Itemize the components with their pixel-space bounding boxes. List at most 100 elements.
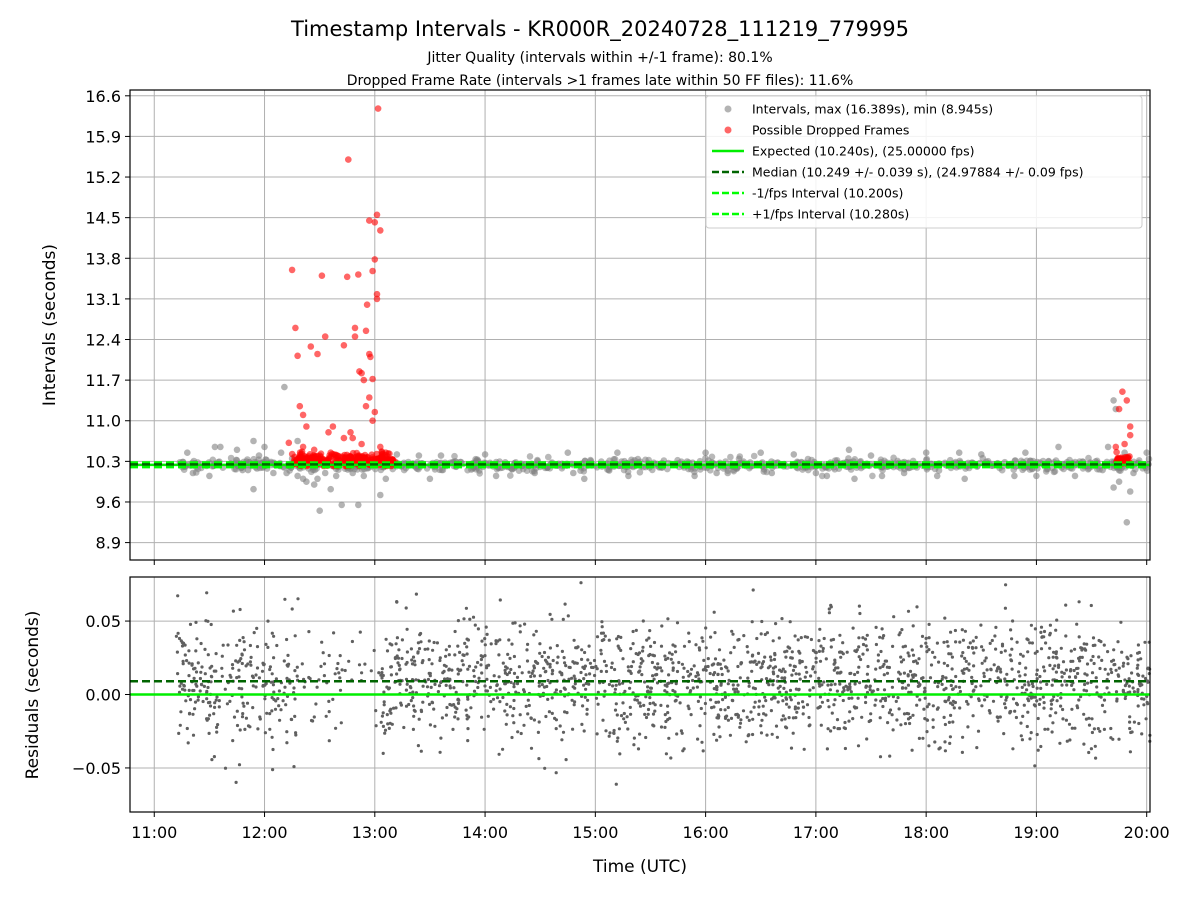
- residual-point: [664, 752, 669, 756]
- residual-point: [572, 703, 576, 707]
- residual-point: [848, 710, 852, 714]
- residual-point: [1084, 717, 1088, 721]
- chart-title: Timestamp Intervals - KR000R_20240728_11…: [290, 17, 909, 42]
- residual-point: [800, 659, 804, 664]
- residual-point: [249, 655, 253, 660]
- residual-point: [430, 662, 434, 666]
- residual-point: [592, 658, 597, 663]
- residual-point: [756, 651, 761, 656]
- residual-point: [899, 660, 904, 664]
- residual-point: [536, 730, 541, 735]
- residual-point: [1089, 603, 1093, 608]
- residual-point: [1092, 727, 1096, 731]
- residual-point: [538, 651, 542, 655]
- residual-point: [882, 673, 886, 677]
- intervals-y-tick-label: 16.6: [85, 87, 121, 106]
- residual-point: [866, 664, 870, 669]
- residual-point: [1022, 703, 1026, 707]
- residual-point: [472, 669, 476, 673]
- residual-point: [255, 666, 260, 670]
- residual-point: [842, 726, 846, 730]
- interval-point: [239, 466, 246, 474]
- residual-point: [746, 676, 750, 680]
- interval-point: [702, 455, 709, 462]
- residual-point: [687, 631, 691, 635]
- residual-point: [392, 706, 396, 710]
- interval-point: [923, 455, 931, 463]
- residual-point: [674, 650, 678, 654]
- residual-point: [976, 729, 981, 733]
- residual-point: [285, 741, 289, 745]
- residual-point: [798, 677, 802, 681]
- residual-point: [508, 705, 512, 709]
- residual-point: [616, 736, 620, 740]
- residual-point: [558, 724, 562, 728]
- residual-point: [1009, 628, 1013, 632]
- residual-point: [186, 741, 190, 745]
- residual-point: [891, 644, 895, 649]
- residuals-points: [174, 581, 1152, 786]
- residual-point: [1047, 656, 1051, 660]
- residual-point: [752, 660, 756, 664]
- residual-point: [738, 721, 743, 725]
- residual-point: [487, 663, 491, 667]
- residual-point: [868, 685, 872, 689]
- residual-point: [873, 703, 877, 707]
- residual-point: [819, 644, 823, 648]
- residual-point: [1073, 647, 1077, 651]
- dropped-frame-point: [373, 211, 381, 219]
- residual-point: [927, 648, 931, 652]
- residual-point: [885, 665, 890, 669]
- residual-point: [681, 675, 685, 679]
- residual-point: [755, 636, 759, 641]
- interval-point: [845, 446, 853, 454]
- residual-point: [428, 723, 432, 727]
- residual-point: [718, 662, 722, 666]
- residual-point: [761, 704, 765, 708]
- residual-point: [466, 638, 470, 642]
- residual-point: [1103, 667, 1107, 671]
- residual-point: [622, 717, 626, 721]
- residual-point: [765, 733, 769, 737]
- dropped-frame-point: [346, 453, 354, 460]
- residual-point: [931, 650, 935, 655]
- residual-point: [554, 771, 558, 775]
- residual-point: [717, 648, 722, 652]
- residual-point: [322, 674, 326, 678]
- residual-point: [747, 733, 751, 737]
- residual-point: [648, 696, 652, 700]
- dropped-frame-point: [374, 105, 382, 112]
- residual-point: [466, 697, 470, 701]
- residual-point: [281, 699, 285, 703]
- interval-point: [790, 451, 798, 458]
- residual-point: [631, 642, 635, 646]
- residual-point: [1010, 637, 1014, 641]
- residual-point: [405, 627, 409, 631]
- residual-point: [1059, 646, 1063, 650]
- dropped-frame-point: [307, 343, 315, 350]
- residual-point: [1143, 676, 1148, 681]
- residual-point: [880, 627, 884, 631]
- residual-point: [738, 676, 742, 680]
- residual-point: [647, 654, 651, 658]
- interval-point: [217, 443, 224, 451]
- residual-point: [565, 711, 569, 715]
- residual-point: [509, 667, 513, 672]
- residual-point: [831, 637, 836, 642]
- residual-point: [1019, 652, 1023, 656]
- residual-point: [731, 632, 735, 636]
- residual-point: [307, 675, 311, 680]
- residual-point: [791, 668, 796, 673]
- interval-point: [978, 451, 985, 458]
- residual-point: [692, 664, 696, 668]
- residual-point: [1091, 654, 1095, 659]
- residual-point: [255, 626, 259, 631]
- residual-point: [897, 707, 901, 711]
- residual-point: [382, 700, 386, 704]
- residual-point: [836, 671, 840, 675]
- residual-point: [819, 723, 823, 727]
- intervals-y-tick-label: 13.8: [85, 249, 121, 268]
- residual-point: [457, 669, 461, 673]
- interval-point: [851, 475, 858, 483]
- residual-point: [555, 644, 559, 648]
